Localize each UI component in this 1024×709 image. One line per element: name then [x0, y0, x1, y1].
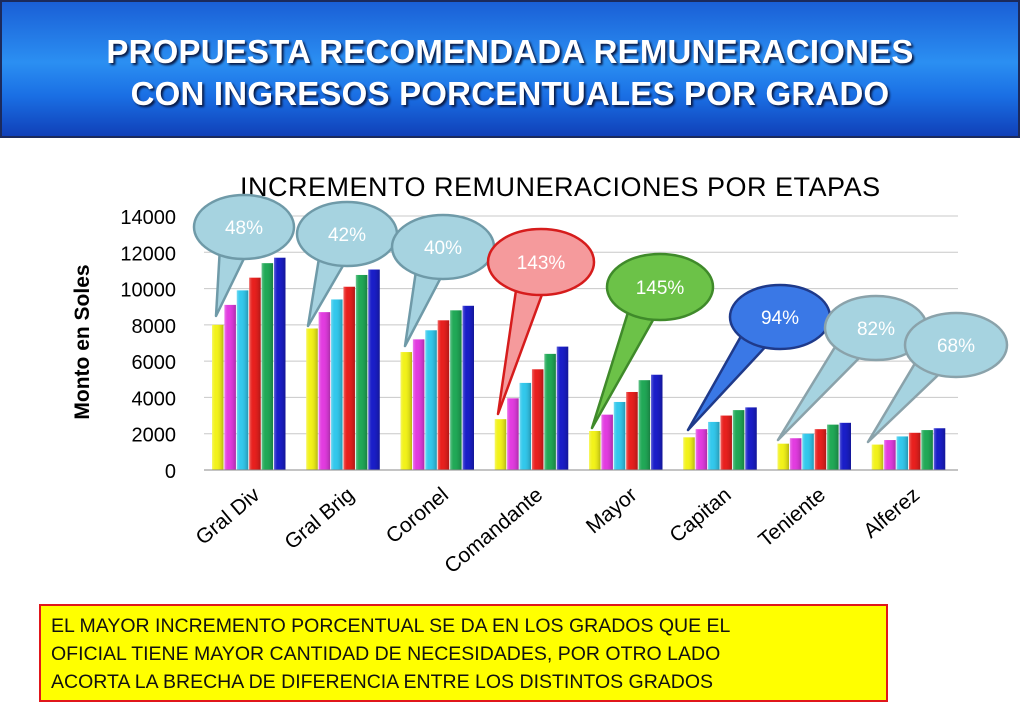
y-tick-label: 10000: [120, 280, 176, 302]
bar-shade: [601, 414, 613, 470]
bar-shade: [613, 401, 626, 470]
y-tick-label: 4000: [132, 388, 177, 410]
bar-shade: [884, 440, 896, 470]
callout-fill: [907, 315, 1005, 375]
bar-shade: [777, 443, 789, 470]
bar-shade: [236, 290, 249, 470]
bar-shade: [261, 263, 274, 470]
x-tick-label: Teniente: [754, 483, 830, 552]
bar-shade: [274, 257, 286, 470]
y-tick-label: 8000: [132, 316, 177, 338]
bar-shade: [306, 328, 318, 470]
bar-shade: [745, 407, 757, 470]
page-title-line-2: CON INGRESOS PORCENTUALES POR GRADO: [130, 75, 890, 112]
bar-shade: [732, 410, 745, 470]
bar-shade: [318, 312, 331, 470]
callout-fill: [609, 256, 711, 318]
note-line-1: EL MAYOR INCREMENTO PORCENTUAL SE DA EN …: [51, 615, 731, 637]
bar-shade: [437, 320, 450, 470]
x-tick-label: Comandante: [440, 483, 547, 578]
callout-fill: [196, 197, 292, 257]
bar-shade: [626, 391, 638, 470]
bar-shade: [589, 430, 601, 470]
callout-fill: [490, 231, 592, 293]
callout-label: 145%: [636, 278, 685, 299]
bar-shade: [921, 430, 933, 470]
bar-shade: [896, 436, 909, 470]
bar-shade: [494, 419, 507, 470]
note-line-2: OFICIAL TIENE MAYOR CANTIDAD DE NECESIDA…: [51, 643, 721, 665]
callout-fill: [827, 298, 925, 358]
x-tick-label: Gral Brig: [280, 483, 358, 554]
bar-shade: [425, 330, 437, 470]
x-tick-label: Coronel: [382, 483, 453, 548]
title-banner: PROPUESTA RECOMENDADA REMUNERACIONES CON…: [0, 0, 1020, 138]
y-tick-label: 0: [165, 461, 176, 483]
y-tick-label: 2000: [132, 425, 177, 447]
bar-shade: [720, 415, 732, 470]
callout-fill: [732, 287, 828, 347]
bar-shade: [412, 339, 425, 470]
y-tick-label: 6000: [132, 352, 177, 374]
bar-shade: [708, 421, 720, 470]
bar-shade: [507, 398, 519, 470]
bar-shade: [839, 422, 851, 470]
bar-shade: [827, 424, 839, 470]
note-line-3: ACORTA LA BRECHA DE DIFERENCIA ENTRE LOS…: [51, 671, 714, 693]
callout-label: 48%: [225, 218, 263, 239]
bar-shade: [368, 269, 380, 470]
chart-title: INCREMENTO REMUNERACIONES POR ETAPAS: [240, 172, 881, 202]
y-tick-label: 12000: [120, 243, 176, 265]
callout-fill: [394, 217, 492, 277]
callout-label: 40%: [424, 238, 462, 259]
conclusion-note: EL MAYOR INCREMENTO PORCENTUAL SE DA EN …: [39, 604, 888, 702]
x-tick-label: Alferez: [859, 483, 924, 543]
y-tick-label: 14000: [120, 207, 176, 229]
callout-label: 42%: [328, 225, 366, 246]
bar-shade: [519, 382, 532, 470]
callout-fill: [299, 204, 395, 264]
page-title-line-1: PROPUESTA RECOMENDADA REMUNERACIONES: [106, 33, 914, 70]
x-tick-label: Gral Div: [192, 483, 265, 550]
bar-shade: [908, 432, 921, 470]
bar-shade: [400, 352, 412, 470]
bar-shade: [224, 304, 236, 470]
bar-shade: [683, 437, 695, 470]
callout-label: 94%: [761, 308, 799, 329]
bar-shade: [871, 444, 884, 470]
bar-shade: [651, 374, 663, 470]
bar-shade: [544, 353, 556, 470]
bar-shade: [450, 310, 462, 470]
bar-shade: [331, 299, 343, 470]
bar-shade: [462, 305, 474, 470]
bar-shade: [249, 277, 261, 470]
bar-shade: [355, 274, 368, 470]
callout-label: 82%: [857, 319, 895, 340]
bar-shade: [933, 428, 946, 470]
bar-shade: [802, 433, 814, 470]
bar-shade: [556, 346, 569, 470]
bar-shade: [789, 438, 802, 470]
bar-shade: [531, 369, 544, 470]
bar-shade: [343, 286, 355, 470]
x-tick-label: Capitan: [665, 483, 735, 547]
bar-shade: [695, 429, 708, 470]
bar-shade: [814, 429, 827, 470]
x-tick-label: Mayor: [582, 483, 641, 538]
bar-shade: [638, 380, 651, 470]
bar-shade: [212, 324, 224, 470]
callout-label: 143%: [517, 253, 566, 274]
callout-label: 68%: [937, 336, 975, 357]
